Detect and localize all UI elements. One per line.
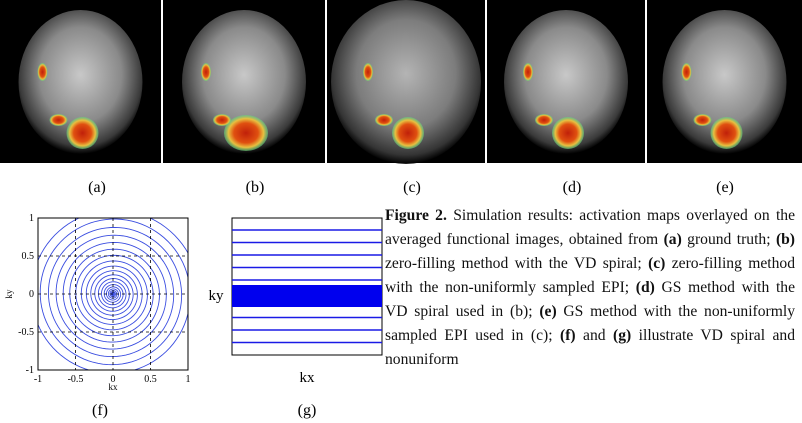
caption-bold: (a) — [664, 231, 682, 248]
y-tick-label: 0.5 — [22, 251, 35, 262]
activation — [535, 114, 553, 126]
panel-label: (d) — [563, 179, 582, 196]
dense-band — [232, 285, 382, 307]
activation — [711, 117, 743, 149]
panel-label: (b) — [246, 179, 265, 196]
activation — [375, 114, 393, 126]
y-tick-label: -0.5 — [18, 327, 34, 338]
caption-bold: (f) — [560, 327, 576, 344]
panel-label: (f) — [92, 402, 108, 419]
page: (a)(b)(c)(d)(e) -1-0.500.51-1-0.500.51kx… — [0, 0, 802, 423]
panel-label: (a) — [88, 179, 106, 196]
panel-label: (c) — [403, 179, 421, 196]
panel-label: (g) — [298, 402, 317, 419]
x-axis-label: kx — [300, 370, 316, 386]
activation — [392, 117, 424, 149]
x-tick-label: 0.5 — [144, 374, 157, 385]
caption-bold: (b) — [776, 231, 795, 248]
caption-bold: (c) — [648, 255, 665, 272]
activation — [38, 63, 48, 81]
y-axis-label: ky — [209, 288, 225, 304]
activation — [50, 114, 68, 126]
activation — [213, 114, 231, 126]
brain-images: (a) (b) (c) (d) (e) — [0, 0, 802, 196]
y-axis-label: ky — [4, 289, 14, 299]
activation — [201, 63, 211, 81]
caption-text: ground truth; — [682, 231, 776, 248]
activation — [552, 117, 584, 149]
y-tick-label: 1 — [29, 213, 34, 224]
caption-text: and — [576, 327, 613, 344]
activation — [523, 63, 533, 81]
y-tick-label: 0 — [29, 289, 34, 300]
caption-bold: Figure 2. — [385, 207, 447, 224]
x-axis-label: kx — [109, 382, 119, 392]
caption-bold: (e) — [539, 303, 556, 320]
spiral-trajectory — [31, 210, 199, 373]
panel-label: (e) — [716, 179, 734, 196]
activation — [363, 63, 373, 81]
activation — [682, 63, 692, 81]
activation — [694, 114, 712, 126]
caption: Figure 2. Simulation results: activation… — [385, 204, 795, 423]
activation — [67, 117, 99, 149]
x-tick-label: -1 — [34, 374, 42, 385]
caption-bold: (d) — [636, 279, 655, 296]
x-tick-label: 1 — [186, 374, 191, 385]
caption-text: zero-filling method with the VD spiral; — [385, 255, 648, 272]
caption-bold: (g) — [613, 327, 631, 344]
x-tick-label: -0.5 — [68, 374, 84, 385]
plot-g: ky kx (g) — [209, 218, 383, 419]
y-tick-label: -1 — [26, 365, 34, 376]
